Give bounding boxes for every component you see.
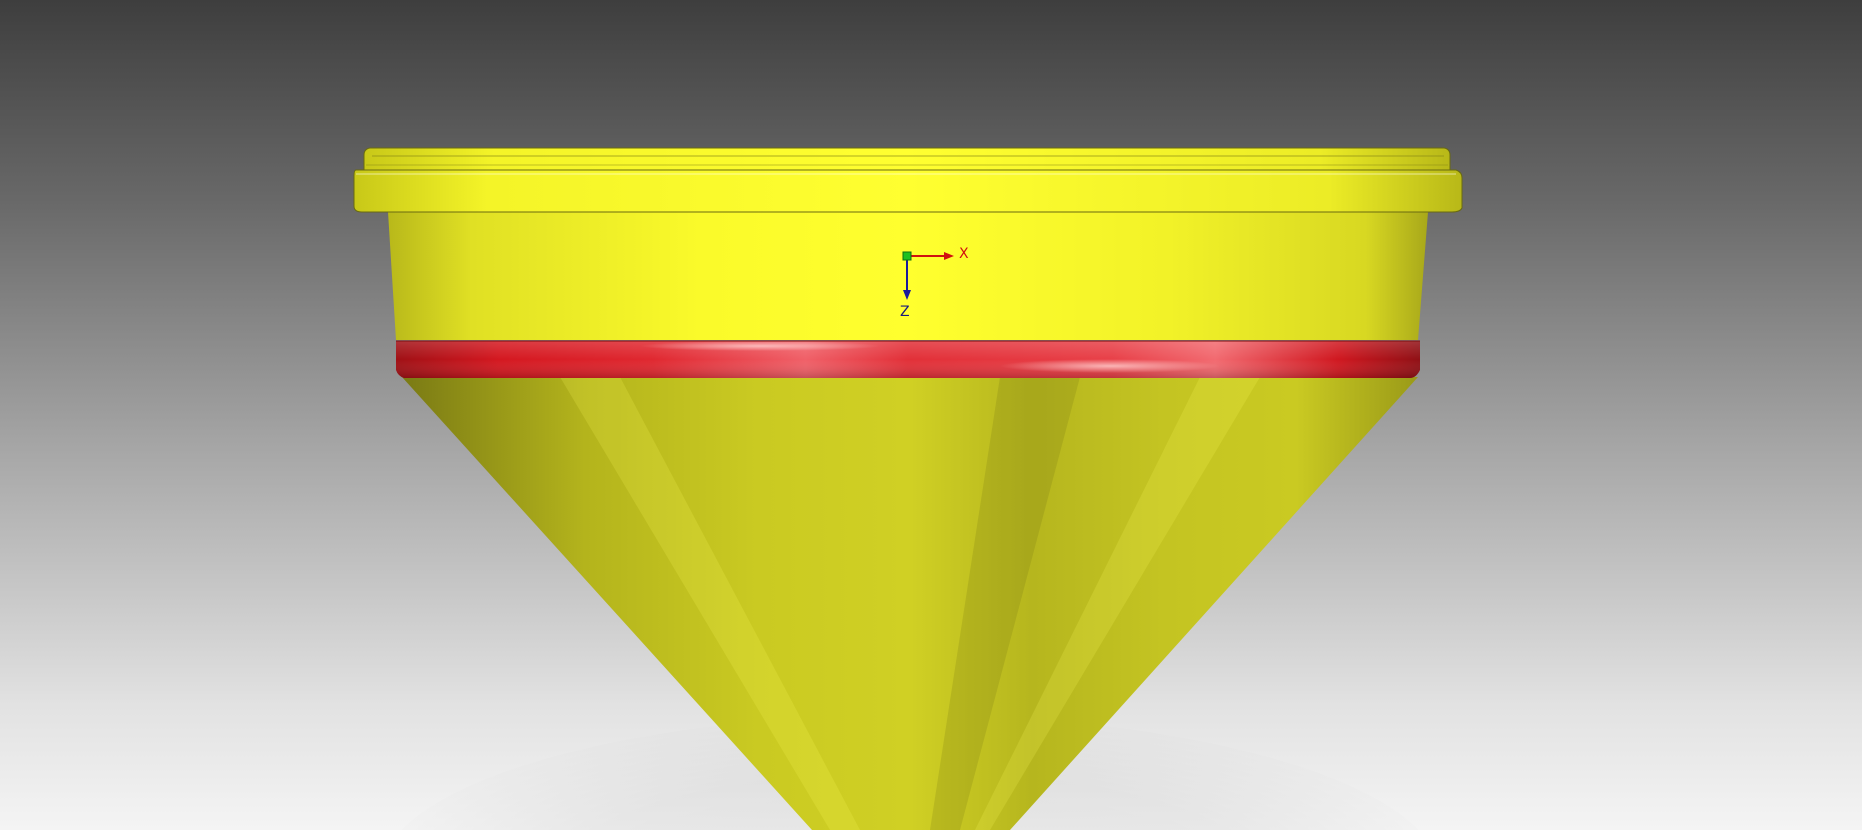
band-highlight (640, 341, 880, 351)
hopper-rim-lip[interactable] (364, 148, 1450, 170)
band-highlight (1000, 359, 1220, 373)
band-shading (396, 341, 1420, 378)
x-axis-label: X (959, 246, 969, 262)
hopper-rim-flange[interactable] (354, 170, 1462, 212)
triad-origin (903, 252, 911, 260)
hopper-cone[interactable] (402, 377, 1418, 830)
z-axis-label: Z (900, 304, 910, 320)
